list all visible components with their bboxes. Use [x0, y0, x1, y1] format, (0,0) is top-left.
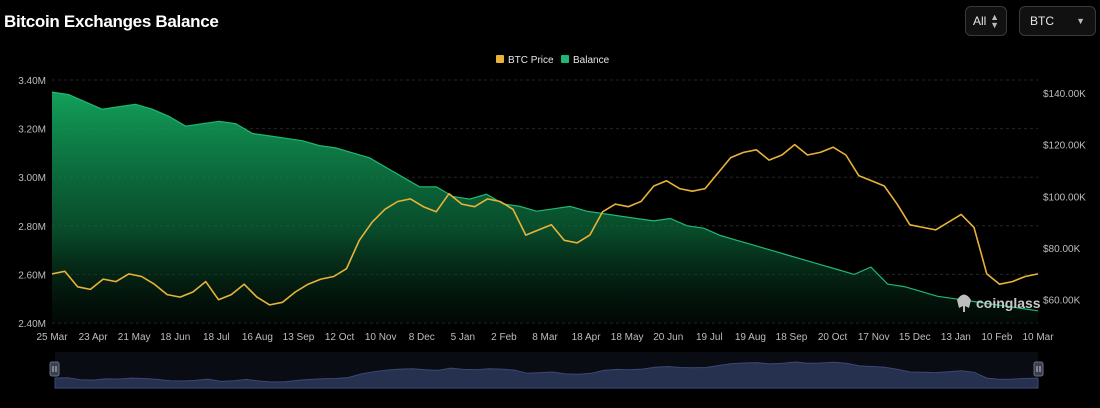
y-left-tick-label: 2.80M: [18, 222, 46, 233]
x-tick-label: 18 Sep: [776, 332, 808, 343]
coinglass-logo-text: coinglass: [976, 295, 1041, 311]
legend-item-balance[interactable]: Balance: [561, 55, 610, 66]
coin-select-label: BTC: [1030, 14, 1054, 28]
x-tick-label: 12 Oct: [325, 332, 355, 343]
balance-series-line: [51, 91, 1039, 312]
x-tick-label: 21 May: [118, 332, 151, 343]
legend-swatch-btc-price: [496, 55, 504, 63]
range-select[interactable]: All ▲ ▼: [965, 6, 1007, 36]
x-tick-label: 20 Jun: [653, 332, 683, 343]
x-axis: 25 Mar 23 Apr 21 May 18 Jun 18 Jul 16 Aug 13 S…: [36, 332, 1054, 343]
x-tick-label: 18 Jul: [203, 332, 230, 343]
x-tick-label: 15 Dec: [899, 332, 931, 343]
x-tick-label: 10 Feb: [981, 332, 1013, 343]
x-tick-label: 20 Oct: [818, 332, 848, 343]
x-tick-label: 23 Apr: [79, 332, 109, 343]
y-right-tick-label: $80.00K: [1043, 244, 1081, 255]
y-left-tick-label: 2.40M: [18, 319, 46, 330]
x-tick-label: 18 Jun: [160, 332, 190, 343]
x-tick-label: 18 Apr: [572, 332, 602, 343]
y-left-tick-label: 2.60M: [18, 270, 46, 281]
x-tick-label: 10 Nov: [365, 332, 397, 343]
x-tick-label: 19 Aug: [735, 332, 766, 343]
legend-label-btc-price: BTC Price: [508, 55, 554, 66]
legend-swatch-balance: [561, 55, 569, 63]
navigator-handle-right-grip: [1033, 361, 1044, 377]
x-tick-label: 16 Aug: [242, 332, 273, 343]
x-tick-label: 10 Mar: [1022, 332, 1054, 343]
legend: BTC Price Balance: [496, 55, 610, 66]
navigator-handle-left[interactable]: [49, 361, 60, 377]
balance-area: [52, 92, 1038, 323]
y-right-tick-label: $100.00K: [1043, 192, 1086, 203]
chevron-down-icon: ▼: [1076, 16, 1085, 26]
y-axis-right: $60.00K $80.00K $100.00K $120.00K $140.00K: [1043, 89, 1086, 307]
y-right-tick-label: $120.00K: [1043, 141, 1086, 152]
sort-updown-icon: ▲ ▼: [990, 12, 999, 30]
x-tick-label: 2 Feb: [491, 332, 517, 343]
y-right-tick-label: $140.00K: [1043, 89, 1086, 100]
y-left-tick-label: 3.20M: [18, 125, 46, 136]
navigator-handle-right[interactable]: [1033, 361, 1044, 377]
x-tick-label: 8 Dec: [409, 332, 435, 343]
page-title: Bitcoin Exchanges Balance: [4, 12, 219, 31]
legend-label-balance: Balance: [573, 55, 610, 66]
x-tick-label: 25 Mar: [36, 332, 68, 343]
x-tick-label: 5 Jan: [451, 332, 475, 343]
navigator-area: [54, 361, 1039, 389]
navigator-handle-left-grip: [49, 361, 60, 377]
x-tick-label: 19 Jul: [696, 332, 723, 343]
range-select-label: All: [973, 14, 987, 28]
coinglass-logo-icon: [957, 294, 971, 312]
x-tick-label: 17 Nov: [858, 332, 890, 343]
x-tick-label: 13 Jan: [941, 332, 971, 343]
coin-select[interactable]: BTC ▼: [1019, 6, 1096, 36]
legend-item-btc-price[interactable]: BTC Price: [496, 55, 554, 66]
x-tick-label: 18 May: [611, 332, 644, 343]
y-left-tick-label: 3.40M: [18, 76, 46, 87]
coinglass-logo: coinglass: [957, 294, 1041, 312]
y-left-tick-label: 3.00M: [18, 173, 46, 184]
y-axis-left: 2.40M 2.60M 2.80M 3.00M 3.20M 3.40M: [18, 76, 46, 330]
btc-price-series-line: [51, 143, 1039, 306]
range-navigator[interactable]: [49, 352, 1044, 389]
y-right-tick-label: $60.00K: [1043, 296, 1081, 307]
x-tick-label: 13 Sep: [283, 332, 315, 343]
x-tick-label: 8 Mar: [532, 332, 558, 343]
